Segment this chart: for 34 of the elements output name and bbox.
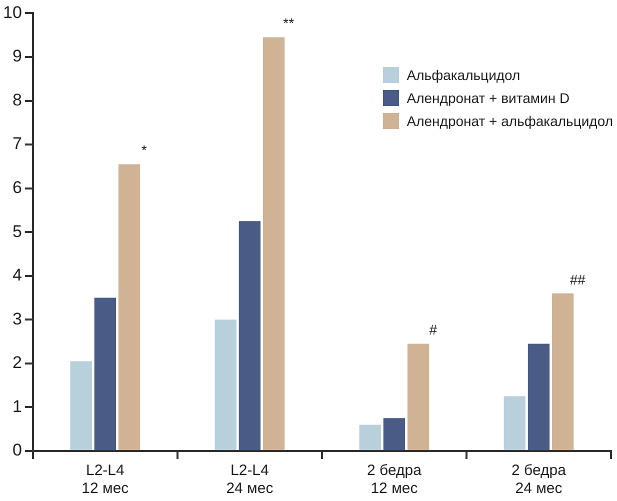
data-label: ##	[570, 271, 586, 288]
bar	[552, 293, 574, 450]
y-tick-label: 0	[12, 440, 22, 460]
bar	[118, 164, 140, 450]
bar	[70, 361, 92, 450]
legend-label: Альфакальцидол	[406, 66, 520, 83]
x-tick-label: 2 бедра 24 мес	[512, 462, 567, 498]
y-tick-label: 6	[12, 178, 22, 198]
y-tick-label: 3	[12, 309, 22, 328]
bar	[94, 298, 116, 450]
legend-label: Алендронат + витамин D	[406, 90, 570, 106]
bar	[214, 320, 236, 450]
data-label: *	[141, 142, 148, 158]
bar	[359, 424, 381, 450]
y-tick-label: 5	[12, 222, 22, 241]
y-tick-label: 9	[12, 46, 22, 66]
y-tick-label: 1	[12, 396, 22, 416]
y-tick-label: 2	[12, 353, 22, 372]
y-tick-label: 8	[12, 90, 22, 110]
y-tick-label: 7	[12, 134, 22, 154]
bar	[504, 396, 526, 450]
x-tick-label: 2 бедра 12 мес	[367, 462, 422, 498]
x-tick-label: L2-L4 24 мес	[226, 462, 274, 498]
y-tick-label: 4	[12, 266, 22, 285]
bar	[262, 37, 285, 450]
bar	[407, 344, 430, 450]
x-tick-label: L2-L4 12 мес	[82, 462, 130, 498]
y-tick-label: 10	[2, 2, 22, 22]
bar	[383, 418, 406, 450]
legend-label: Алендронат + альфакальцидол	[406, 112, 613, 129]
bar	[528, 344, 550, 450]
bar	[238, 221, 261, 450]
data-label: #	[429, 322, 438, 338]
data-label: **	[283, 15, 295, 32]
